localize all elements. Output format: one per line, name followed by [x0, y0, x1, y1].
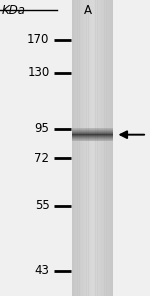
- Bar: [102, 0, 103, 296]
- Bar: [100, 0, 101, 296]
- Bar: [86, 0, 87, 296]
- Text: A: A: [84, 4, 92, 17]
- Bar: [72, 0, 73, 296]
- Bar: [99, 128, 100, 141]
- Bar: [104, 128, 106, 141]
- Bar: [76, 128, 77, 141]
- Bar: [84, 128, 85, 141]
- Bar: [89, 0, 90, 296]
- Bar: [77, 0, 78, 296]
- Bar: [103, 0, 104, 296]
- Bar: [90, 128, 91, 141]
- Bar: [100, 128, 102, 141]
- Bar: [74, 0, 75, 296]
- Bar: [98, 0, 99, 296]
- Bar: [79, 128, 80, 141]
- Bar: [88, 0, 89, 296]
- Bar: [96, 128, 98, 141]
- Bar: [85, 0, 86, 296]
- Bar: [87, 128, 88, 141]
- Bar: [101, 0, 102, 296]
- Bar: [83, 128, 84, 141]
- Bar: [104, 0, 105, 296]
- Bar: [91, 128, 92, 141]
- Bar: [77, 0, 78, 296]
- Bar: [111, 0, 112, 296]
- Bar: [79, 0, 80, 296]
- Bar: [92, 0, 93, 296]
- Bar: [110, 0, 111, 296]
- Bar: [76, 0, 77, 296]
- Bar: [95, 0, 96, 296]
- Bar: [85, 128, 87, 141]
- Bar: [97, 0, 98, 296]
- Bar: [99, 0, 100, 296]
- Bar: [107, 0, 108, 296]
- Bar: [94, 0, 95, 296]
- Bar: [73, 0, 74, 296]
- Bar: [106, 0, 107, 296]
- Text: 55: 55: [35, 199, 50, 212]
- Text: 170: 170: [27, 33, 50, 46]
- Bar: [106, 0, 107, 296]
- Text: KDa: KDa: [2, 4, 26, 17]
- Bar: [96, 0, 97, 296]
- Bar: [90, 0, 91, 296]
- Bar: [98, 128, 99, 141]
- Bar: [88, 0, 89, 296]
- Text: 43: 43: [35, 264, 50, 277]
- Bar: [104, 0, 105, 296]
- Bar: [87, 0, 88, 296]
- Text: 130: 130: [27, 66, 50, 79]
- Bar: [93, 0, 94, 296]
- Bar: [86, 0, 87, 296]
- Bar: [108, 128, 110, 141]
- Text: 72: 72: [34, 152, 50, 165]
- Bar: [102, 128, 103, 141]
- Bar: [107, 128, 108, 141]
- Bar: [103, 128, 104, 141]
- Bar: [73, 128, 75, 141]
- Bar: [91, 0, 92, 296]
- Bar: [92, 128, 94, 141]
- Bar: [95, 0, 96, 296]
- Bar: [108, 0, 109, 296]
- Bar: [105, 0, 106, 296]
- Bar: [72, 128, 73, 141]
- Bar: [78, 0, 79, 296]
- Bar: [82, 0, 83, 296]
- Bar: [84, 0, 85, 296]
- Bar: [75, 128, 76, 141]
- Bar: [110, 128, 111, 141]
- Bar: [75, 0, 76, 296]
- Bar: [106, 128, 107, 141]
- Bar: [81, 128, 83, 141]
- Text: 95: 95: [35, 122, 50, 135]
- Bar: [81, 0, 82, 296]
- Bar: [77, 128, 79, 141]
- Bar: [80, 0, 81, 296]
- Bar: [80, 128, 81, 141]
- Bar: [94, 128, 95, 141]
- Bar: [95, 128, 96, 141]
- Bar: [111, 128, 112, 141]
- Bar: [88, 128, 90, 141]
- Bar: [83, 0, 84, 296]
